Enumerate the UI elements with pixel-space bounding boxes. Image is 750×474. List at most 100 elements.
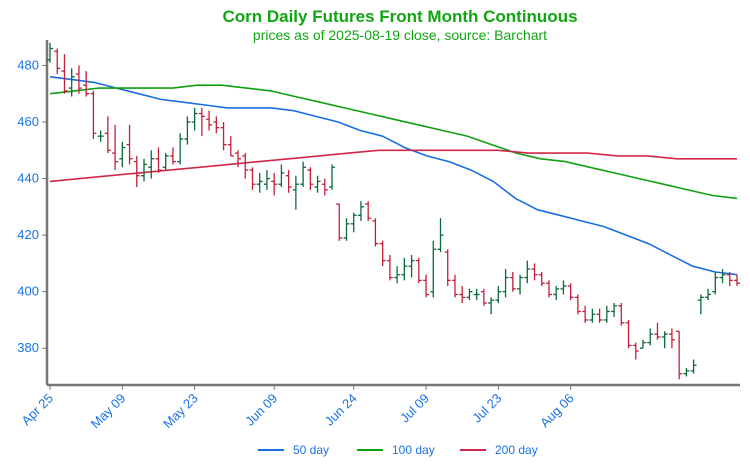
ohlc-bar — [343, 218, 350, 241]
ma-line-200-day — [49, 149, 737, 183]
ohlc-bar — [249, 167, 256, 190]
ohlc-bar — [705, 288, 712, 301]
ohlc-bar — [444, 249, 451, 287]
ohlc-bar — [54, 48, 61, 74]
legend-item-200-day: 200 day — [460, 443, 538, 457]
ohlc-bar — [220, 122, 227, 151]
ohlc-bar — [647, 328, 654, 346]
ohlc-bar — [242, 153, 249, 179]
ohlc-bar — [133, 155, 140, 188]
legend-item-100-day: 100 day — [357, 443, 435, 457]
ohlc-bar — [683, 368, 690, 377]
ohlc-bar — [524, 260, 531, 284]
y-tick-label: 420 — [17, 227, 39, 242]
ohlc-bar — [119, 141, 126, 168]
ohlc-bar — [437, 218, 444, 253]
legend-item-50-day: 50 day — [258, 443, 329, 457]
ohlc-bar — [726, 271, 733, 287]
ohlc-bar — [553, 286, 560, 301]
ohlc-bar — [502, 269, 509, 298]
ohlc-bar — [473, 288, 480, 301]
ohlc-bar — [307, 167, 314, 190]
ohlc-bar — [83, 71, 90, 97]
ohlc-bar — [625, 319, 632, 349]
ohlc-bar — [177, 133, 184, 165]
ohlc-bar — [408, 254, 415, 278]
ohlc-bar — [488, 297, 495, 315]
ohlc-bar — [495, 286, 502, 303]
ohlc-bar — [278, 164, 285, 188]
ohlc-bar — [155, 147, 162, 173]
ohlc-bar — [690, 359, 697, 374]
ohlc-bar — [423, 274, 430, 298]
x-tick-label: May 09 — [88, 391, 129, 432]
ohlc-bar — [184, 116, 191, 145]
ohlc-bar — [668, 328, 675, 349]
ohlc-bar — [256, 172, 263, 193]
ohlc-bar — [321, 178, 328, 196]
ohlc-bar — [372, 218, 379, 247]
ohlc-bar — [517, 274, 524, 295]
ohlc-bar — [596, 308, 603, 323]
ohlc-bar — [104, 116, 111, 154]
ohlc-bar — [47, 42, 53, 63]
ohlc-bar — [336, 203, 343, 241]
ohlc-bar — [676, 330, 683, 380]
ohlc-bar — [162, 153, 169, 171]
ohlc-bar — [206, 110, 213, 131]
x-tick-label: Jun 09 — [242, 391, 280, 429]
ohlc-bar — [90, 90, 97, 139]
ohlc-bar — [141, 158, 148, 182]
ohlc-bar — [480, 288, 487, 306]
ohlc-bar — [639, 339, 646, 349]
ohlc-bar — [126, 124, 133, 165]
y-tick-label: 400 — [17, 284, 39, 299]
x-tick-label: Jul 23 — [469, 391, 504, 426]
ohlc-bar — [560, 280, 567, 295]
ohlc-bar — [300, 161, 307, 188]
ohlc-bar — [357, 201, 364, 221]
ohlc-bar — [582, 305, 589, 323]
ma-line-100-day — [49, 84, 738, 200]
x-tick-label: Jul 09 — [397, 391, 432, 426]
ohlc-bar — [697, 294, 704, 315]
legend-swatch-100-day — [357, 449, 383, 451]
legend-label-200-day: 200 day — [495, 443, 538, 457]
legend: 50 day 100 day 200 day — [0, 443, 750, 461]
moving-average-lines — [49, 76, 738, 276]
chart-title: Corn Daily Futures Front Month Continuou… — [222, 7, 578, 26]
ohlc-bar — [365, 201, 372, 221]
ohlc-bar — [285, 170, 292, 193]
ohlc-bar — [112, 124, 119, 171]
ohlc-bar — [603, 305, 610, 323]
ohlc-bar — [430, 240, 437, 298]
ohlc-bar — [545, 280, 552, 298]
ohlc-bar — [350, 212, 357, 233]
ohlc-bar — [451, 274, 458, 298]
ohlc-bar — [75, 65, 82, 94]
ohlc-bar — [191, 107, 198, 131]
ohlc-bar — [589, 308, 596, 323]
ohlc-bar — [235, 150, 242, 168]
x-tick-label: Aug 06 — [537, 391, 577, 431]
ohlc-bar — [386, 254, 393, 281]
ohlc-bar — [213, 116, 220, 134]
ohlc-bar — [531, 263, 538, 281]
ohlc-bar — [719, 269, 726, 284]
legend-label-50-day: 50 day — [293, 443, 330, 457]
ohlc-bar — [61, 54, 68, 94]
ohlc-bar — [314, 175, 321, 193]
ohlc-bar — [329, 164, 336, 190]
ohlc-bar — [574, 294, 581, 315]
ohlc-bar — [466, 288, 473, 301]
ohlc-bar — [567, 283, 574, 301]
y-tick-label: 460 — [17, 114, 39, 129]
ohlc-bar — [271, 172, 278, 196]
ohlc-bar — [459, 286, 466, 303]
legend-swatch-50-day — [258, 449, 284, 451]
ohlc-bar — [712, 271, 719, 295]
ohlc-bar — [611, 302, 618, 318]
ohlc-bar — [68, 68, 75, 97]
ohlc-bar — [97, 130, 104, 142]
